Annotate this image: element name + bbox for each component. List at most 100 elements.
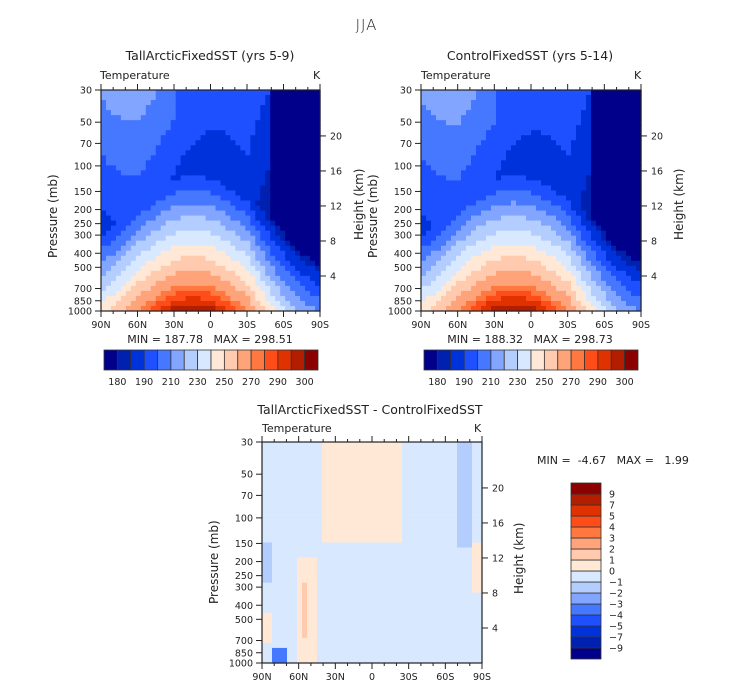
contour-cell <box>150 160 157 166</box>
contour-cell <box>367 452 373 458</box>
contour-cell <box>501 215 507 222</box>
contour-cell <box>571 110 577 116</box>
contour-cell <box>280 205 286 212</box>
contour-cell <box>110 245 117 252</box>
contour-cell <box>282 452 288 458</box>
contour-cell <box>135 225 142 232</box>
contour-cell <box>185 275 192 282</box>
contour-cell <box>135 120 142 126</box>
contour-cell <box>536 300 542 307</box>
contour-cell <box>302 457 308 463</box>
contour-cell <box>120 180 127 187</box>
contour-cell <box>315 230 321 237</box>
contour-cell <box>327 647 333 654</box>
contour-cell <box>160 255 167 262</box>
contour-cell <box>292 452 298 458</box>
contour-cell <box>310 255 316 262</box>
contour-cell <box>290 155 296 161</box>
contour-cell <box>297 517 303 523</box>
contour-cell <box>446 245 452 252</box>
contour-cell <box>265 145 271 151</box>
contour-cell <box>611 225 617 232</box>
contour-cell <box>636 220 642 227</box>
contour-cell <box>115 135 122 141</box>
contour-cell <box>155 175 162 182</box>
contour-cell <box>621 145 627 151</box>
contour-cell <box>210 290 217 297</box>
contour-cell <box>135 220 142 227</box>
contour-cell <box>337 602 343 609</box>
contour-cell <box>120 115 127 121</box>
contour-cell <box>150 295 157 302</box>
contour-cell <box>210 185 217 192</box>
contour-cell <box>125 280 132 287</box>
contour-cell <box>631 270 637 277</box>
contour-cell <box>195 180 202 187</box>
contour-cell <box>180 295 187 302</box>
contour-cell <box>312 522 318 528</box>
contour-cell <box>282 562 288 569</box>
contour-cell <box>155 140 162 146</box>
contour-cell <box>135 145 142 151</box>
contour-cell <box>441 240 447 247</box>
contour-cell <box>616 95 622 101</box>
contour-cell <box>225 180 232 187</box>
contour-cell <box>250 185 256 192</box>
contour-cell <box>426 130 432 136</box>
contour-cell <box>105 175 112 182</box>
contour-cell <box>322 632 328 639</box>
contour-cell <box>491 135 497 141</box>
contour-cell <box>611 265 617 272</box>
contour-cell <box>576 105 582 111</box>
contour-cell <box>120 215 127 222</box>
contour-cell <box>310 115 316 121</box>
contour-cell <box>160 115 167 121</box>
contour-cell <box>616 110 622 116</box>
contour-cell <box>352 647 358 654</box>
contour-cell <box>367 582 373 589</box>
contour-cell <box>255 265 261 272</box>
contour-cell <box>601 195 607 202</box>
contour-cell <box>150 225 157 232</box>
contour-cell <box>307 477 313 483</box>
contour-cell <box>145 195 152 202</box>
contour-cell <box>315 260 321 267</box>
contour-cell <box>317 522 323 528</box>
contour-cell <box>307 542 313 549</box>
contour-cell <box>476 215 482 222</box>
contour-cell <box>295 135 301 141</box>
contour-cell <box>267 542 273 549</box>
contour-cell <box>611 250 617 257</box>
contour-cell <box>556 305 562 312</box>
contour-cell <box>441 305 447 312</box>
contour-cell <box>367 547 373 554</box>
contour-cell <box>225 295 232 302</box>
contour-cell <box>200 255 207 262</box>
contour-cell <box>506 90 512 96</box>
contour-cell <box>367 442 373 448</box>
contour-cell <box>441 260 447 267</box>
contour-cell <box>426 305 432 312</box>
contour-cell <box>210 210 217 217</box>
contour-cell <box>292 542 298 549</box>
contour-cell <box>105 185 112 192</box>
contour-cell <box>606 115 612 121</box>
contour-cell <box>357 587 363 594</box>
contour-cell <box>290 190 296 197</box>
contour-cell <box>265 250 271 257</box>
contour-cell <box>461 165 467 171</box>
contour-cell <box>130 140 137 146</box>
contour-cell <box>305 210 311 217</box>
contour-cell <box>120 200 127 207</box>
contour-cell <box>260 120 266 126</box>
contour-cell <box>521 290 527 297</box>
contour-cell <box>105 170 112 176</box>
contour-cell <box>302 512 308 518</box>
contour-cell <box>626 180 632 187</box>
contour-cell <box>277 537 283 544</box>
contour-cell <box>362 477 368 483</box>
contour-cell <box>302 482 308 488</box>
contour-cell <box>195 305 202 312</box>
contour-cell <box>125 255 132 262</box>
contour-cell <box>272 487 278 493</box>
